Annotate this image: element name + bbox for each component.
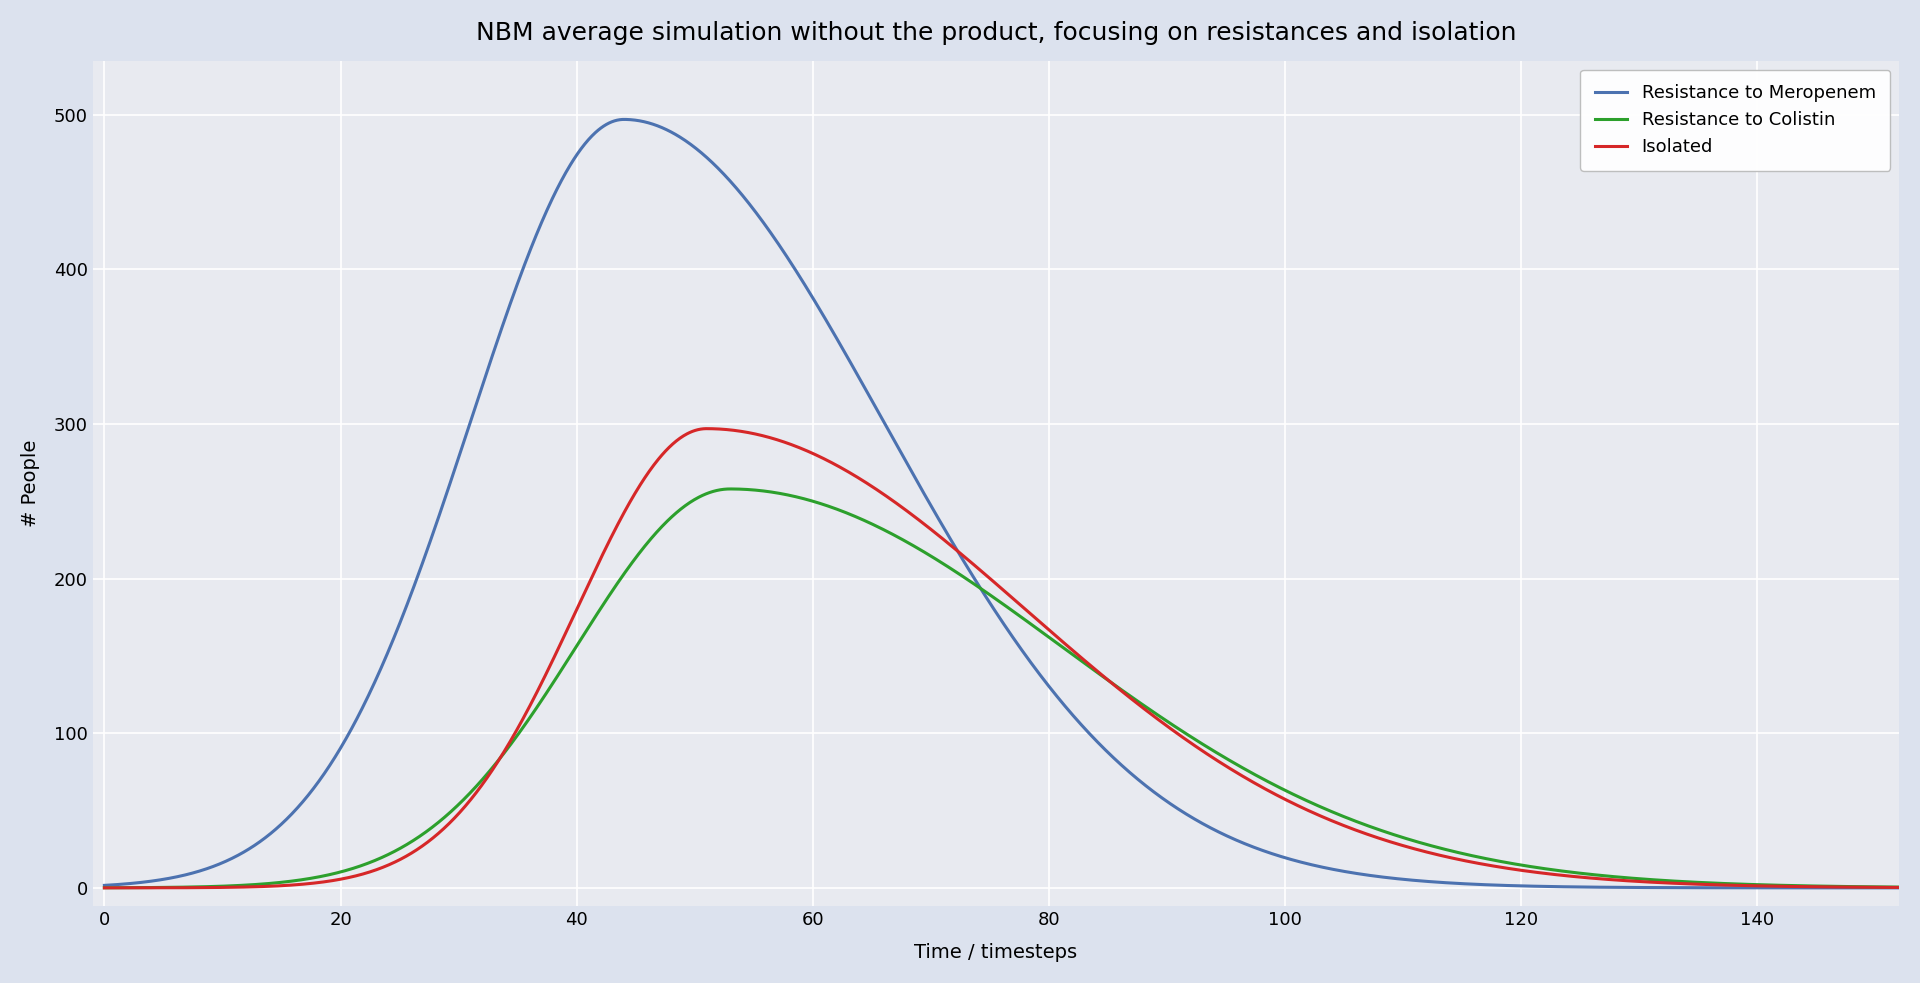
Resistance to Colistin — [1507, 859, 1530, 871]
Isolated — [1836, 881, 1859, 893]
X-axis label: Time / timesteps: Time / timesteps — [914, 943, 1077, 962]
Resistance to Colistin — [718, 483, 741, 494]
Resistance to Colistin — [1836, 881, 1859, 893]
Resistance to Colistin — [92, 882, 115, 894]
Isolated — [1836, 881, 1859, 893]
Resistance to Meropenem — [920, 498, 943, 510]
Line: Resistance to Colistin: Resistance to Colistin — [104, 489, 1899, 888]
Isolated — [92, 882, 115, 894]
Resistance to Meropenem — [92, 880, 115, 892]
Legend: Resistance to Meropenem, Resistance to Colistin, Isolated: Resistance to Meropenem, Resistance to C… — [1580, 70, 1889, 171]
Y-axis label: # People: # People — [21, 439, 40, 527]
Isolated — [695, 423, 718, 434]
Line: Isolated: Isolated — [104, 429, 1899, 888]
Resistance to Meropenem — [1836, 882, 1859, 894]
Resistance to Colistin — [1836, 881, 1859, 893]
Resistance to Meropenem — [1887, 882, 1910, 894]
Resistance to Meropenem — [966, 578, 989, 590]
Resistance to Meropenem — [184, 866, 207, 878]
Resistance to Colistin — [966, 581, 989, 593]
Resistance to Colistin — [184, 881, 207, 893]
Resistance to Meropenem — [612, 113, 636, 125]
Isolated — [1887, 882, 1910, 894]
Resistance to Colistin — [920, 549, 943, 561]
Isolated — [184, 882, 207, 894]
Resistance to Meropenem — [1507, 880, 1530, 892]
Line: Resistance to Meropenem: Resistance to Meropenem — [104, 119, 1899, 888]
Resistance to Meropenem — [1836, 882, 1859, 894]
Isolated — [966, 562, 989, 574]
Resistance to Colistin — [1887, 881, 1910, 893]
Isolated — [920, 523, 943, 535]
Title: NBM average simulation without the product, focusing on resistances and isolatio: NBM average simulation without the produ… — [476, 21, 1517, 45]
Isolated — [1507, 864, 1530, 876]
